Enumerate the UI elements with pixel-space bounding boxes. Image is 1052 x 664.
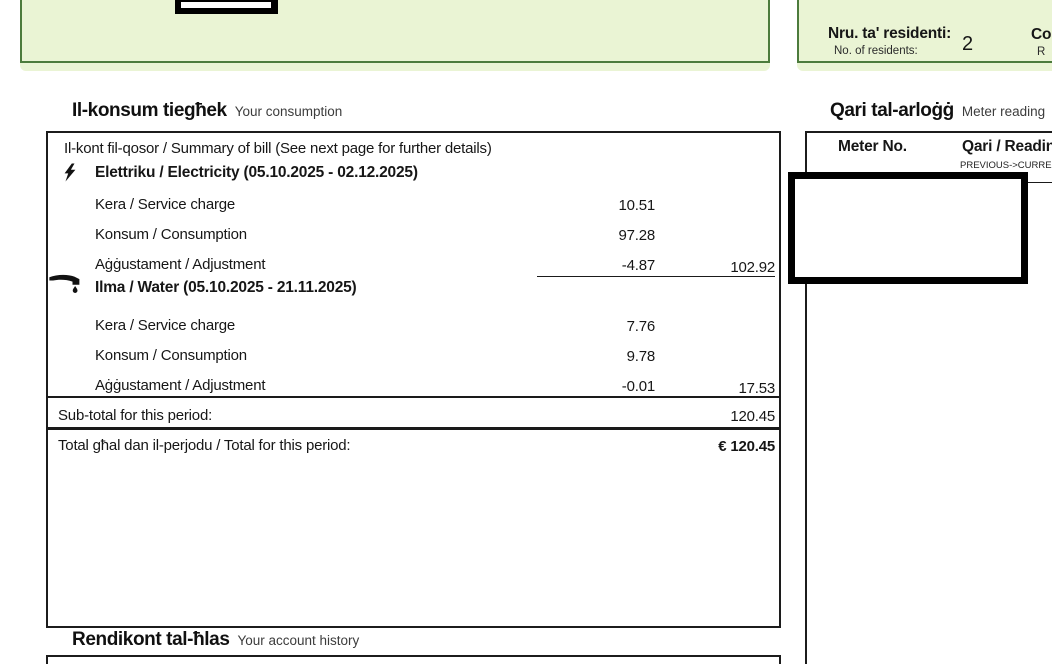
panel-border xyxy=(20,61,770,63)
section-subtotal: 17.53 xyxy=(738,380,775,397)
divider xyxy=(46,396,779,398)
divider xyxy=(537,276,775,277)
history-title-en: Your account history xyxy=(237,633,360,648)
row-label: Kera / Service charge xyxy=(95,196,236,213)
consumption-title-en: Your consumption xyxy=(234,104,343,119)
residents-value: 2 xyxy=(962,33,973,55)
total-value: € 120.45 xyxy=(718,438,775,455)
row-label: Aġġustament / Adjustment xyxy=(95,377,266,394)
consumption-box xyxy=(46,131,781,628)
section-subtotal: 102.92 xyxy=(730,259,775,276)
lightning-icon xyxy=(61,163,79,182)
residents-label-mt: Nru. ta' residenti: xyxy=(828,25,952,42)
row-value: 7.76 xyxy=(626,318,656,335)
consumption-title: Il-konsum tiegħek Your consumption xyxy=(72,100,343,121)
electricity-header: Elettriku / Electricity (05.10.2025 - 02… xyxy=(95,164,418,181)
divider xyxy=(1028,182,1052,183)
residents-label-en: No. of residents: xyxy=(834,45,918,57)
history-title-mt: Rendikont tal-ħlas xyxy=(72,629,230,650)
history-title: Rendikont tal-ħlas Your account history xyxy=(72,629,360,650)
row-label: Kera / Service charge xyxy=(95,317,236,334)
row-value: -0.01 xyxy=(621,378,655,395)
divider xyxy=(46,427,779,430)
meter-title: Qari tal-arloġġ Meter reading xyxy=(830,100,1046,121)
row-value: 10.51 xyxy=(618,197,655,214)
summary-line: Il-kont fil-qosor / Summary of bill (See… xyxy=(64,140,492,157)
faucet-icon xyxy=(48,271,82,296)
meter-col-number: Meter No. xyxy=(838,138,907,155)
redaction-box-inner xyxy=(181,2,271,8)
water-header: Ilma / Water (05.10.2025 - 21.11.2025) xyxy=(95,279,357,296)
subtotal-value: 120.45 xyxy=(730,408,775,425)
row-value: -4.87 xyxy=(621,257,655,274)
row-value: 97.28 xyxy=(618,227,655,244)
cutoff-label-line2: R xyxy=(1037,46,1046,58)
row-value: 9.78 xyxy=(626,348,656,365)
panel-border xyxy=(797,61,1052,63)
meter-title-en: Meter reading xyxy=(961,104,1046,119)
header-panel-left xyxy=(20,0,770,71)
meter-col-readings: Qari / Readings xyxy=(962,138,1052,155)
row-label: Konsum / Consumption xyxy=(95,347,247,364)
meter-col-readings-sub: PREVIOUS->CURRENT xyxy=(960,160,1052,171)
panel-border xyxy=(20,0,22,63)
panel-border xyxy=(768,0,770,63)
history-box xyxy=(46,655,781,664)
subtotal-label: Sub-total for this period: xyxy=(58,407,213,424)
row-label: Aġġustament / Adjustment xyxy=(95,256,266,273)
meter-title-mt: Qari tal-arloġġ xyxy=(830,100,954,121)
header-panel-right xyxy=(797,0,1052,71)
cutoff-label-line1: Co xyxy=(1031,26,1052,43)
meter-box xyxy=(805,131,1052,664)
panel-border xyxy=(797,0,799,63)
total-label: Total għal dan il-perjodu / Total for th… xyxy=(58,437,351,454)
redaction-box-meter xyxy=(788,172,1028,284)
row-label: Konsum / Consumption xyxy=(95,226,247,243)
consumption-title-mt: Il-konsum tiegħek xyxy=(72,100,227,121)
